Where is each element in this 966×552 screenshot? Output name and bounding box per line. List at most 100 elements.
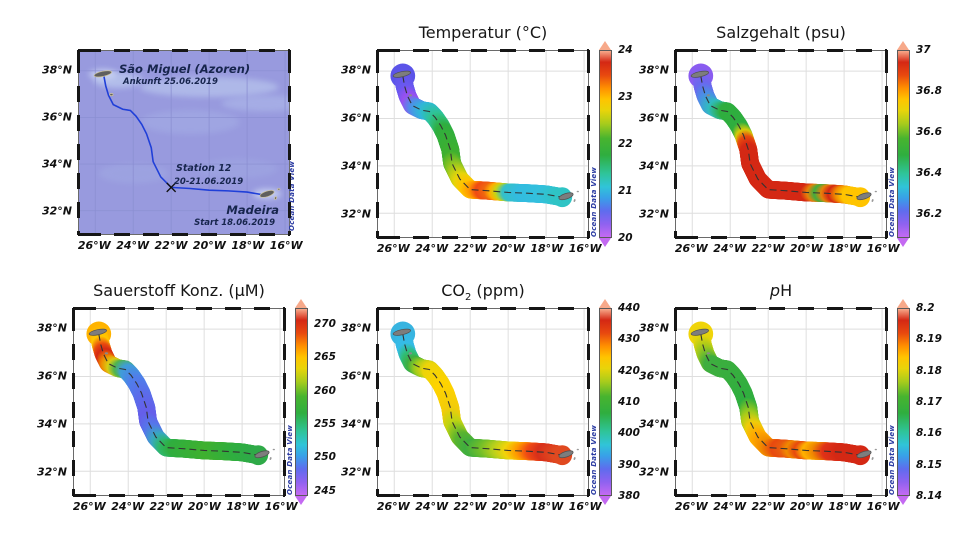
- panel-salzgehalt: Salzgehalt (psu) Ocean Data View 37 36.8 3…: [639, 23, 942, 255]
- colorbar-ph: 8.2 8.19 8.18 8.17 8.16 8.15 8.14: [897, 299, 942, 505]
- x-tick-label: 16°W: [866, 242, 900, 255]
- colorbar-tick-label: 8.18: [916, 364, 942, 377]
- map-label-madeira: Madeira: [226, 203, 279, 217]
- y-tick-label: 36°N: [638, 369, 669, 383]
- colorbar-bottom-cap: [295, 496, 307, 505]
- colorbar-tick-label: 36.2: [916, 207, 942, 220]
- x-tick-label: 16°W: [866, 500, 900, 513]
- colorbar-gradient: [599, 50, 612, 238]
- colorbar-bottom-cap: [897, 496, 909, 505]
- x-tick-label: 24°W: [415, 500, 449, 513]
- x-tick-label: 18°W: [828, 500, 862, 513]
- y-tick-label: 36°N: [36, 369, 67, 383]
- x-tick-label: 18°W: [226, 500, 260, 513]
- x-tick-label: 16°W: [568, 242, 602, 255]
- x-tick-label: 26°W: [77, 239, 111, 252]
- odv-watermark: Ocean Data View: [590, 167, 598, 237]
- x-tick-label: 22°W: [751, 242, 785, 255]
- y-tick-label: 32°N: [36, 465, 67, 479]
- plot-area-ph: Ocean Data View: [674, 307, 896, 497]
- colorbar-tick-label: 37: [916, 44, 931, 56]
- track-plot-salzgehalt: [676, 51, 886, 237]
- colorbar-tick-label: 250: [314, 451, 336, 464]
- plot-area-co2: Ocean Data View: [376, 307, 598, 497]
- y-tick-label: 36°N: [340, 369, 371, 383]
- odv-watermark: Ocean Data View: [288, 161, 296, 231]
- colorbar-tick-label: 22: [618, 138, 633, 150]
- x-tick-label: 24°W: [116, 239, 150, 252]
- x-tick-label: 24°W: [111, 500, 145, 513]
- map-label-sao-miguel: São Miguel (Azoren): [119, 62, 251, 76]
- ph-rest: H: [780, 281, 793, 300]
- map-plot: [79, 51, 289, 234]
- colorbar-tick-label: 430: [618, 333, 640, 346]
- x-tick-label: 16°W: [568, 500, 602, 513]
- colorbar-top-cap: [599, 41, 611, 50]
- x-tick-label: 18°W: [530, 242, 564, 255]
- track-plot-co2: [378, 309, 588, 495]
- colorbar-bottom-cap: [897, 238, 909, 247]
- colorbar-tick-label: 8.17: [916, 396, 942, 408]
- map-panel: São Miguel (Azoren) Ankunft 25.06.2019 S…: [42, 49, 303, 252]
- x-tick-label: 24°W: [713, 500, 747, 513]
- colorbar-tick-label: 20: [618, 232, 633, 244]
- colorbar-tick-label: 420: [618, 364, 640, 377]
- y-tick-label: 38°N: [340, 63, 371, 77]
- panel-title-co2: CO2 (ppm): [361, 281, 605, 303]
- x-tick-label: 26°W: [674, 242, 708, 255]
- y-tick-label: 38°N: [41, 63, 72, 77]
- x-tick-label: 22°W: [149, 500, 183, 513]
- colorbar-temperatur: 24 23 22 21 20: [599, 41, 633, 247]
- map-label-ankunft: Ankunft 25.06.2019: [123, 77, 218, 87]
- colorbar-tick-label: 380: [618, 490, 640, 502]
- colorbar-gradient: [295, 308, 308, 496]
- y-tick-label: 34°N: [41, 157, 72, 171]
- x-tick-label: 16°W: [264, 500, 298, 513]
- plot-area-temperatur: Ocean Data View: [376, 49, 598, 239]
- map-label-station-date: 20-21.06.2019: [174, 177, 244, 187]
- track-plot-sauerstoff: [74, 309, 284, 495]
- y-tick-label: 32°N: [41, 204, 72, 218]
- odv-watermark: Ocean Data View: [590, 425, 598, 495]
- y-tick-label: 34°N: [340, 417, 371, 431]
- x-tick-label: 20°W: [491, 500, 525, 513]
- x-tick-label: 26°W: [674, 500, 708, 513]
- colorbar-tick-label: 270: [314, 318, 336, 330]
- colorbar-tick-label: 440: [618, 302, 640, 314]
- colorbar-gradient: [897, 308, 910, 496]
- panel-title-sauerstoff: Sauerstoff Konz. (µM): [93, 281, 265, 300]
- colorbar-salzgehalt: 37 36.8 36.6 36.4 36.2: [897, 41, 942, 247]
- y-tick-label: 32°N: [638, 207, 669, 221]
- x-tick-label: 20°W: [187, 500, 221, 513]
- co2-base: CO: [441, 281, 465, 300]
- colorbar-top-cap: [599, 299, 611, 308]
- x-tick-label: 18°W: [828, 242, 862, 255]
- colorbar-tick-label: 21: [618, 185, 633, 197]
- x-tick-label: 24°W: [415, 242, 449, 255]
- colorbar-tick-label: 390: [618, 458, 640, 471]
- panel-title-ph: pH: [659, 281, 903, 303]
- y-tick-label: 38°N: [638, 63, 669, 77]
- colorbar-bottom-cap: [599, 496, 611, 505]
- y-tick-label: 36°N: [340, 111, 371, 125]
- colorbar-top-cap: [295, 299, 307, 308]
- colorbar-top-cap: [897, 299, 909, 308]
- panel-sauerstoff: Sauerstoff Konz. (µM) Ocean Data View 27…: [37, 281, 336, 513]
- colorbar-tick-label: 8.2: [916, 302, 935, 314]
- plot-area-salzgehalt: Ocean Data View: [674, 49, 896, 239]
- x-tick-label: 20°W: [192, 239, 226, 252]
- colorbar-co2: 440 430 420 410 400 390 380: [599, 299, 640, 505]
- odv-watermark: Ocean Data View: [888, 167, 896, 237]
- x-tick-label: 20°W: [789, 500, 823, 513]
- x-tick-label: 18°W: [530, 500, 564, 513]
- y-tick-label: 38°N: [638, 321, 669, 335]
- colorbar-tick-label: 265: [314, 351, 336, 364]
- colorbar-gradient: [897, 50, 910, 238]
- map-plot-area: São Miguel (Azoren) Ankunft 25.06.2019 S…: [77, 49, 296, 236]
- y-tick-label: 34°N: [638, 417, 669, 431]
- y-tick-label: 34°N: [36, 417, 67, 431]
- y-tick-label: 38°N: [36, 321, 67, 335]
- colorbar-tick-label: 255: [314, 418, 336, 430]
- x-tick-label: 22°W: [154, 239, 188, 252]
- y-tick-label: 36°N: [41, 110, 72, 124]
